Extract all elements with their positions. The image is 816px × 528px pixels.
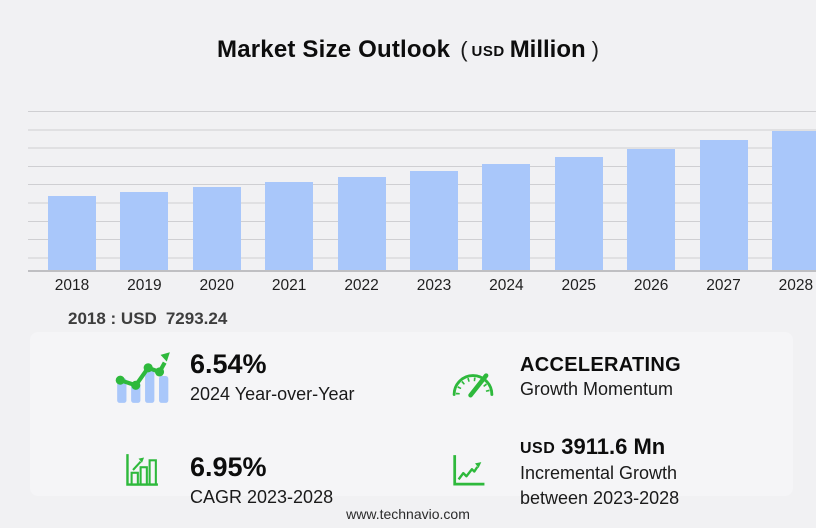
stat-incremental-label-2: between 2023-2028 xyxy=(520,488,680,508)
stat-momentum-label: Growth Momentum xyxy=(520,379,674,399)
chart-annotation: 2018 : USD 7293.24 xyxy=(68,309,227,329)
bar-2028 xyxy=(771,131,816,270)
bar-2020 xyxy=(192,186,241,270)
annotation-value: 7293.24 xyxy=(165,309,228,328)
stat-yoy: 6.54% 2024 Year-over-Year xyxy=(114,344,354,407)
x-tick-label-2020: 2020 xyxy=(199,277,235,294)
annotation-label: 2018 : USD xyxy=(68,309,157,328)
x-tick-label-2021: 2021 xyxy=(271,277,307,294)
title-unit: Million xyxy=(509,36,586,63)
x-tick-label-2024: 2024 xyxy=(489,277,524,294)
bar-trend-icon xyxy=(114,344,172,406)
bar-2026 xyxy=(627,148,676,270)
growth-chart-icon xyxy=(124,452,160,488)
x-tick-label-2025: 2025 xyxy=(561,277,596,294)
stats-panel: 6.54% 2024 Year-over-Year ACCELERATING G… xyxy=(30,332,793,508)
footer-url: www.technavio.com xyxy=(346,506,470,522)
stat-yoy-label: 2024 Year-over-Year xyxy=(190,384,355,404)
bar-2018 xyxy=(48,196,96,270)
stat-cagr: 6.95% CAGR 2023-2028 xyxy=(124,452,333,510)
title-main: Market Size Outlook xyxy=(217,36,451,63)
stat-yoy-text: 6.54% 2024 Year-over-Year xyxy=(190,344,354,407)
stat-incremental-value: USD 3911.6 Mn xyxy=(520,436,679,458)
stat-cagr-value: 6.95% xyxy=(190,452,267,482)
bar-2027 xyxy=(699,140,748,270)
bar-2023 xyxy=(409,170,458,270)
plot-area xyxy=(28,111,816,272)
stat-cagr-label: CAGR 2023-2028 xyxy=(190,487,334,507)
title-open-paren: ( xyxy=(460,37,468,62)
stat-momentum-text: ACCELERATING Growth Momentum xyxy=(520,355,681,402)
x-axis-labels: 2018 2019 2020 2021 2022 2023 2024 2025 2026 2027… xyxy=(28,277,816,295)
stat-momentum: ACCELERATING Growth Momentum xyxy=(450,355,681,402)
bar-2025 xyxy=(554,156,603,270)
stat-yoy-value: 6.54% xyxy=(190,349,267,379)
gauge-icon xyxy=(450,360,496,401)
x-tick-label-2028: 2028 xyxy=(778,277,814,294)
x-tick-label-2018: 2018 xyxy=(54,277,90,294)
x-tick-label-2019: 2019 xyxy=(127,277,162,294)
stat-incremental-label-1: Incremental Growth xyxy=(520,463,678,483)
stat-cagr-text: 6.95% CAGR 2023-2028 xyxy=(190,452,333,510)
line-chart-icon xyxy=(450,451,486,489)
bar-2019 xyxy=(120,191,169,270)
title-currency: USD xyxy=(471,43,505,60)
x-tick-label-2022: 2022 xyxy=(344,277,379,294)
bar-2024 xyxy=(482,164,531,270)
x-tick-label-2026: 2026 xyxy=(633,277,669,294)
stat-incremental-currency: USD xyxy=(520,440,556,457)
title-close-paren: ) xyxy=(591,37,599,62)
stat-momentum-value: ACCELERATING xyxy=(520,354,682,376)
bar-2022 xyxy=(337,176,386,270)
bar-2021 xyxy=(265,181,314,270)
x-tick-label-2027: 2027 xyxy=(706,277,741,294)
x-tick-label-2023: 2023 xyxy=(416,277,452,294)
stat-incremental-text: USD 3911.6 Mn Incremental Growth between … xyxy=(520,436,679,511)
stat-incremental-amount: 3911.6 Mn xyxy=(561,434,666,459)
page-title: Market Size Outlook (USD Million) xyxy=(0,36,816,64)
stat-incremental: USD 3911.6 Mn Incremental Growth between … xyxy=(450,436,679,511)
